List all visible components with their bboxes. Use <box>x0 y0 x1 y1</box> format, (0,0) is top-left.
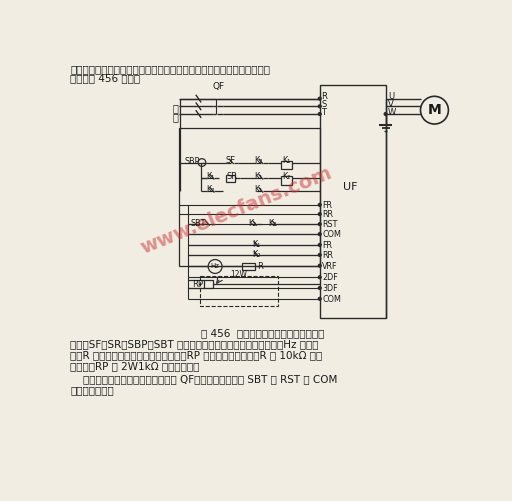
Circle shape <box>318 254 321 257</box>
Circle shape <box>318 223 321 225</box>
Text: K₁: K₁ <box>252 239 261 248</box>
Text: T: T <box>322 108 326 117</box>
Text: FR: FR <box>322 201 332 210</box>
Circle shape <box>318 213 321 215</box>
Text: R: R <box>322 93 327 102</box>
Text: UF: UF <box>344 182 358 192</box>
Text: 表，R 为校正电阻，构成频率调整回路。RP 为频率给定电位器。R 为 10kΩ 可调: 表，R 为校正电阻，构成频率调整回路。RP 为频率给定电位器。R 为 10kΩ … <box>70 350 323 360</box>
Bar <box>200 277 278 306</box>
Text: W: W <box>388 108 396 117</box>
Text: SR: SR <box>227 172 238 181</box>
Text: K₁: K₁ <box>254 185 263 194</box>
Text: www.elecfans.com: www.elecfans.com <box>138 163 335 258</box>
Text: 电阻器，RP 用 2W1kΩ 线绕电位器。: 电阻器，RP 用 2W1kΩ 线绕电位器。 <box>70 361 200 371</box>
Text: K₂: K₂ <box>254 156 263 165</box>
Bar <box>226 175 236 182</box>
Text: K₁: K₁ <box>254 172 263 181</box>
Circle shape <box>318 243 321 246</box>
Text: SF: SF <box>225 156 236 165</box>
Text: 号，如图 456 所示。: 号，如图 456 所示。 <box>70 73 140 83</box>
Text: 电: 电 <box>173 103 178 113</box>
Circle shape <box>318 203 321 206</box>
Circle shape <box>318 298 321 300</box>
Text: SBP: SBP <box>184 157 200 166</box>
Text: 3DF: 3DF <box>322 284 338 293</box>
Text: 图中，SF、SR、SBP、SBT 分别为正转、反转、停止、复位按钮。Hz 为频率: 图中，SF、SR、SBP、SBT 分别为正转、反转、停止、复位按钮。Hz 为频率 <box>70 340 318 350</box>
Text: K₁: K₁ <box>248 219 257 228</box>
Text: K₂: K₂ <box>206 185 214 194</box>
Bar <box>179 128 320 267</box>
Text: 源: 源 <box>173 112 178 122</box>
Text: 12W: 12W <box>230 270 248 279</box>
Circle shape <box>318 113 321 115</box>
Text: RST: RST <box>322 220 337 229</box>
Text: 变频器的保护功能动作时，可关断 QF，或按动复位按钮 SBT 使 RST 与 COM: 变频器的保护功能动作时，可关断 QF，或按动复位按钮 SBT 使 RST 与 C… <box>70 374 337 384</box>
Circle shape <box>318 97 321 100</box>
Text: COM: COM <box>322 230 341 239</box>
Text: RP: RP <box>192 280 203 289</box>
Text: K₁: K₁ <box>282 156 290 165</box>
Text: QF: QF <box>213 83 225 92</box>
Circle shape <box>318 287 321 290</box>
Text: V: V <box>388 100 394 109</box>
Text: 短接进行复位。: 短接进行复位。 <box>70 385 114 395</box>
Text: COM: COM <box>322 295 341 304</box>
Text: R: R <box>257 262 263 271</box>
Text: K₂: K₂ <box>252 249 261 259</box>
Text: SBT: SBT <box>190 219 206 228</box>
Text: 图 456  有正反转功能变频器的可逆电路: 图 456 有正反转功能变频器的可逆电路 <box>201 328 324 338</box>
Text: Hz: Hz <box>210 264 220 270</box>
Text: RR: RR <box>322 251 333 260</box>
Text: K₂: K₂ <box>282 172 290 181</box>
Circle shape <box>318 105 321 108</box>
Text: K₁: K₁ <box>206 172 214 181</box>
Bar <box>320 85 386 318</box>
Text: VRF: VRF <box>322 262 337 271</box>
Text: FR: FR <box>322 241 332 250</box>
Bar <box>281 161 292 169</box>
Text: K₂: K₂ <box>268 219 276 228</box>
Text: U: U <box>388 93 394 102</box>
Text: 对于有正反转功能的变频器，可以采用继电器来构成正转、反转、外接信: 对于有正反转功能的变频器，可以采用继电器来构成正转、反转、外接信 <box>70 64 270 74</box>
Text: RR: RR <box>322 210 333 219</box>
Bar <box>203 281 213 288</box>
Text: M: M <box>428 103 441 117</box>
Circle shape <box>318 265 321 267</box>
Circle shape <box>318 233 321 235</box>
Circle shape <box>318 276 321 279</box>
Bar <box>281 176 292 185</box>
Text: 2DF: 2DF <box>322 274 338 283</box>
Bar <box>242 264 254 270</box>
Text: S: S <box>322 100 327 109</box>
Circle shape <box>384 113 387 115</box>
